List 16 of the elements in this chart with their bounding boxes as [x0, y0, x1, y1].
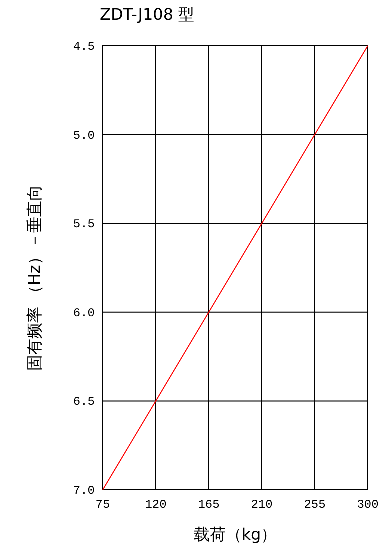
x-tick-label: 255 [304, 498, 326, 512]
x-tick-label: 300 [357, 498, 379, 512]
y-tick-label: 4.5 [73, 40, 95, 54]
y-tick-label: 7.0 [73, 484, 95, 498]
y-tick-label: 6.5 [73, 395, 95, 410]
x-tick-label: 210 [251, 498, 273, 512]
x-tick-label: 165 [198, 498, 220, 512]
chart-title: ZDT-J108 型 [100, 5, 195, 24]
y-axis-title: 固有频率 （Hz）－垂直向 [25, 185, 44, 371]
x-tick-label: 120 [145, 498, 167, 512]
y-tick-label: 5.0 [73, 128, 95, 143]
y-tick-label: 5.5 [73, 218, 95, 232]
x-axis-title: 载荷（kg） [194, 525, 278, 544]
y-tick-label: 6.0 [73, 306, 95, 320]
line-series [102, 46, 368, 490]
x-tick-label: 75 [96, 498, 110, 512]
